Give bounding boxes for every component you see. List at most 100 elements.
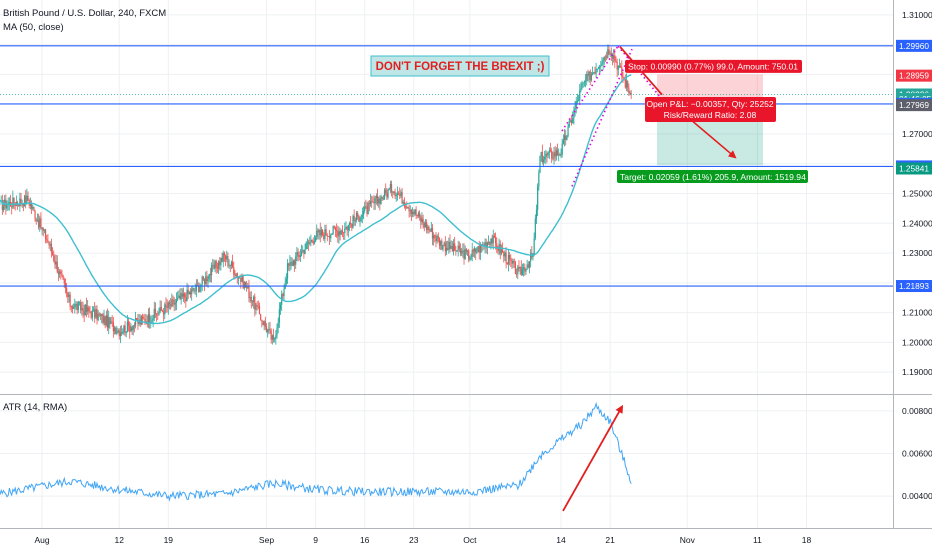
candle-body	[371, 201, 373, 202]
candle-body	[487, 242, 490, 243]
candle-body	[277, 322, 279, 328]
candle-body	[416, 215, 418, 216]
candle-body	[304, 249, 306, 254]
candle-body	[364, 206, 366, 211]
candle-body	[180, 293, 182, 300]
candle-body	[80, 302, 82, 311]
candle-body	[239, 277, 241, 279]
candle-body	[319, 229, 321, 236]
candle-body	[472, 249, 474, 252]
x-tick-label: 21	[605, 535, 615, 545]
candle-body	[98, 313, 100, 315]
candle-body	[222, 253, 224, 262]
candle-body	[103, 316, 105, 323]
candle-body	[272, 335, 275, 340]
candle-body	[194, 290, 196, 292]
candle-body	[450, 246, 452, 249]
candle-body	[337, 230, 339, 237]
y-tick-label: 1.31000	[902, 10, 932, 20]
candle-body	[400, 192, 402, 196]
candle-body	[32, 206, 34, 209]
candle-body	[442, 245, 444, 250]
candle-body	[170, 304, 172, 307]
candle-body	[68, 294, 70, 298]
candle-body	[118, 330, 120, 337]
candle-body	[516, 273, 518, 275]
candle-body	[261, 319, 263, 322]
candle-body	[596, 68, 598, 70]
candle-body	[551, 150, 553, 159]
candle-body	[253, 296, 255, 302]
candle-body	[1, 200, 3, 211]
candle-body	[490, 238, 492, 245]
candle-body	[94, 309, 96, 318]
candle-body	[124, 325, 126, 333]
candle-body	[89, 311, 91, 314]
candle-body	[236, 273, 238, 278]
x-tick-label: Aug	[35, 535, 50, 545]
candle-body	[443, 242, 445, 246]
candle-body	[554, 152, 556, 157]
candle-body	[393, 191, 395, 193]
candle-body	[173, 299, 175, 305]
candle-body	[260, 314, 262, 320]
candle-body	[434, 235, 436, 238]
candle-body	[275, 335, 277, 338]
candle-body	[71, 306, 74, 309]
candle-body	[530, 253, 532, 262]
candle-body	[133, 325, 136, 327]
candle-body	[317, 230, 319, 233]
candle-body	[624, 79, 626, 88]
candle-body	[251, 301, 254, 303]
candle-body	[510, 259, 512, 261]
candle-body	[509, 255, 511, 260]
candle-body	[66, 288, 68, 293]
candle-body	[75, 303, 77, 305]
candle-body	[291, 261, 293, 266]
candle-body	[501, 249, 504, 253]
candle-body	[538, 172, 540, 187]
candle-body	[188, 292, 190, 294]
candle-body	[224, 255, 227, 260]
y-tick-label: 1.19000	[902, 367, 932, 377]
candle-body	[438, 238, 441, 246]
candle-body	[348, 222, 351, 225]
candle-body	[140, 316, 143, 325]
candle-body	[407, 207, 409, 209]
candle-body	[546, 153, 548, 156]
candle-body	[270, 330, 272, 340]
candle-body	[379, 198, 381, 205]
candle-body	[457, 245, 459, 251]
candle-body	[528, 261, 531, 268]
candle-body	[62, 275, 64, 280]
candle-body	[396, 193, 399, 196]
candle-body	[451, 246, 453, 252]
candle-body	[130, 327, 132, 332]
candle-body	[206, 276, 208, 282]
candle-body	[30, 203, 33, 209]
candle-body	[588, 71, 590, 76]
candle-body	[88, 307, 90, 312]
candle-body	[36, 220, 39, 222]
candle-body	[334, 228, 337, 231]
candle-body	[26, 195, 28, 204]
candle-body	[63, 279, 65, 284]
candle-body	[37, 220, 40, 228]
candle-body	[157, 314, 159, 316]
candle-body	[601, 63, 603, 66]
candle-body	[163, 311, 165, 315]
candle-body	[299, 255, 301, 257]
candle-body	[314, 237, 317, 242]
candle-body	[78, 302, 81, 304]
candle-body	[345, 227, 347, 229]
risk-reward-label: Risk/Reward Ratio: 2.08	[664, 110, 757, 120]
candle-body	[298, 254, 300, 257]
candle-body	[288, 263, 290, 266]
candle-body	[414, 209, 416, 215]
candle-body	[354, 220, 356, 222]
candle-body	[395, 195, 397, 197]
y-tick-label: 1.20000	[902, 337, 932, 347]
candle-body	[255, 304, 257, 310]
candle-body	[621, 67, 623, 77]
